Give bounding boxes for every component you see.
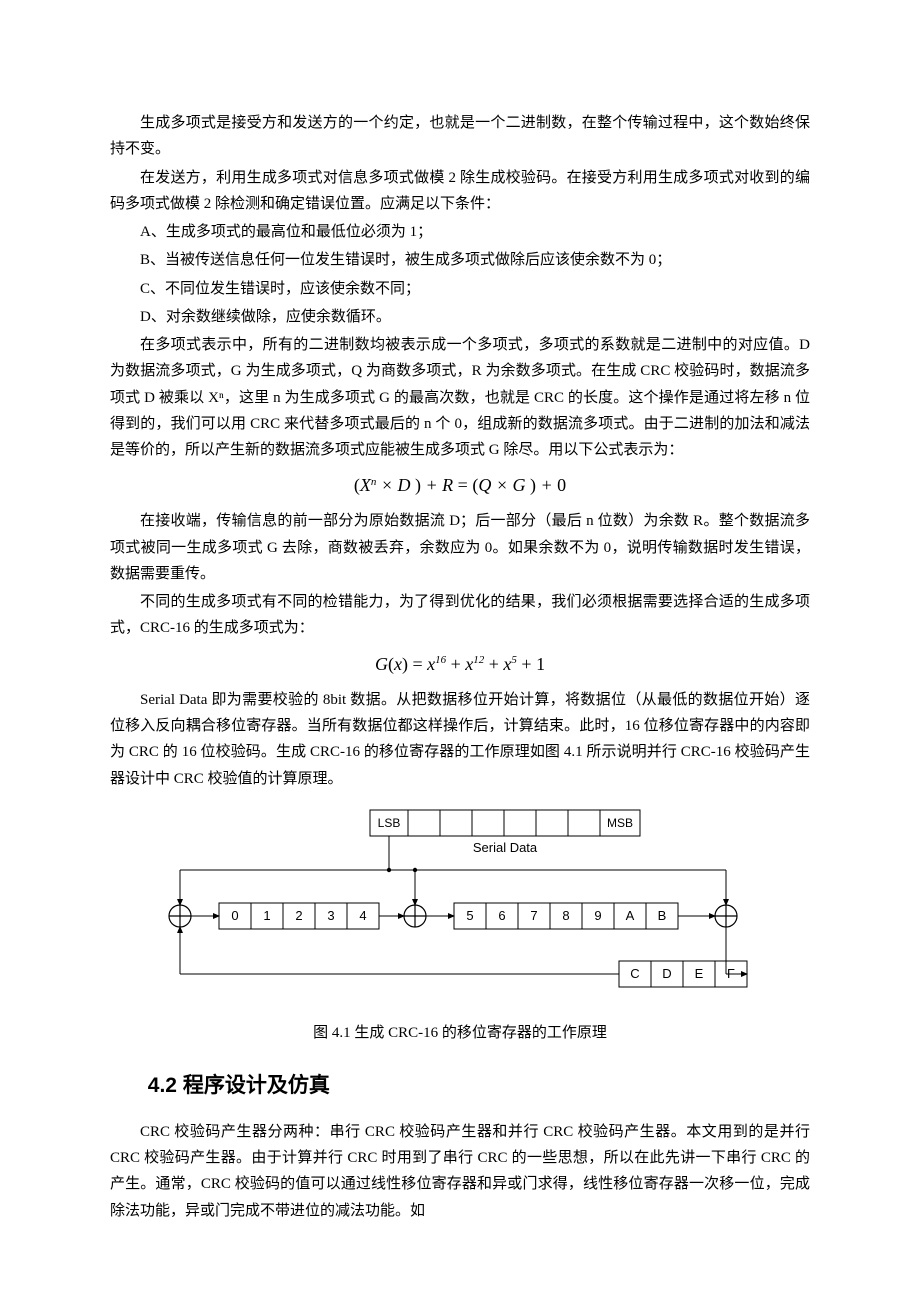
svg-text:MSB: MSB [607, 816, 633, 830]
svg-text:B: B [658, 908, 667, 923]
para-intro-1: 生成多项式是接受方和发送方的一个约定，也就是一个二进制数，在整个传输过程中，这个… [110, 110, 810, 163]
svg-text:C: C [630, 966, 639, 981]
para-intro-2: 在发送方，利用生成多项式对信息多项式做模 2 除生成校验码。在接受方利用生成多项… [110, 165, 810, 218]
cond-b: B、当被传送信息任何一位发生错误时，被生成多项式做除后应该使余数不为 0； [110, 247, 810, 273]
para-receiver: 在接收端，传输信息的前一部分为原始数据流 D；后一部分（最后 n 位数）为余数 … [110, 508, 810, 587]
cond-d: D、对余数继续做除，应使余数循环。 [110, 304, 810, 330]
svg-text:3: 3 [327, 908, 334, 923]
svg-text:2: 2 [295, 908, 302, 923]
formula-2: G(x) = x16 + x12 + x5 + 1 [110, 652, 810, 677]
svg-text:8: 8 [562, 908, 569, 923]
svg-text:1: 1 [263, 908, 270, 923]
svg-text:4: 4 [359, 908, 366, 923]
formula-1: (Xn × D ) + R = (Q × G ) + 0 [110, 473, 810, 498]
svg-text:6: 6 [498, 908, 505, 923]
svg-text:5: 5 [466, 908, 473, 923]
para-crc16-intro: 不同的生成多项式有不同的检错能力，为了得到优化的结果，我们必须根据需要选择合适的… [110, 589, 810, 642]
svg-text:A: A [626, 908, 635, 923]
formula-1-body: × D ) + R = (Q × G ) + 0 [381, 475, 566, 495]
svg-text:E: E [695, 966, 704, 981]
para-poly-explain: 在多项式表示中，所有的二进制数均被表示成一个多项式，多项式的系数就是二进制中的对… [110, 332, 810, 463]
figure-caption: 图 4.1 生成 CRC-16 的移位寄存器的工作原理 [110, 1020, 810, 1046]
svg-text:LSB: LSB [378, 816, 401, 830]
cond-a: A、生成多项式的最高位和最低位必须为 1； [110, 219, 810, 245]
crc16-shift-register-diagram: LSBMSBSerial Data0123456789ABCDEF [140, 804, 780, 1014]
svg-text:Serial Data: Serial Data [473, 840, 538, 855]
cond-c: C、不同位发生错误时，应该使余数不同； [110, 276, 810, 302]
svg-text:0: 0 [231, 908, 238, 923]
svg-text:7: 7 [530, 908, 537, 923]
svg-text:9: 9 [594, 908, 601, 923]
section-4-2-heading: 4.2 程序设计及仿真 [110, 1068, 810, 1105]
para-serial-data: Serial Data 即为需要校验的 8bit 数据。从把数据移位开始计算，将… [110, 687, 810, 792]
para-4-2-body: CRC 校验码产生器分两种：串行 CRC 校验码产生器和并行 CRC 校验码产生… [110, 1119, 810, 1224]
svg-text:D: D [662, 966, 671, 981]
